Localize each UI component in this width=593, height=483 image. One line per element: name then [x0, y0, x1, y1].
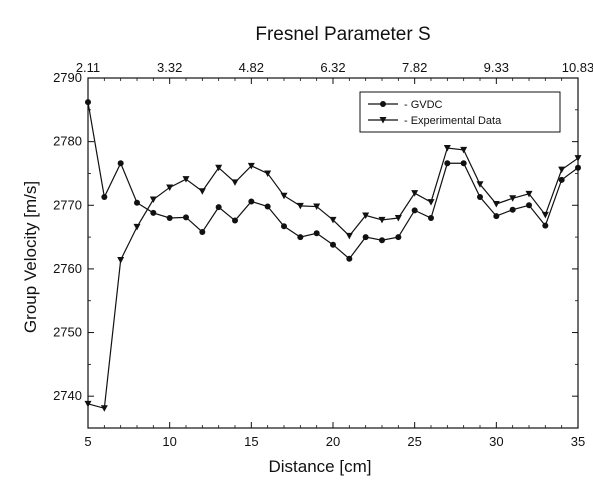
- series-1-point: [428, 215, 434, 221]
- series-2-point: [247, 162, 255, 170]
- x-tick-label: 35: [571, 434, 585, 449]
- top-tick-label: 9.33: [484, 60, 509, 75]
- series-2-point: [182, 176, 190, 183]
- series-2-point: [117, 257, 125, 264]
- series-1-point: [101, 194, 108, 200]
- series-2-point: [296, 202, 304, 210]
- top-tick-label: 3.32: [157, 60, 182, 75]
- legend-marker: [380, 101, 386, 107]
- x-axis-title: Distance [cm]: [269, 457, 372, 476]
- series-2-point: [280, 192, 288, 200]
- chart-title: Fresnel Parameter S: [255, 24, 430, 45]
- x-tick-label: 30: [489, 434, 503, 449]
- legend-marker: [379, 117, 387, 124]
- series-2-point: [394, 215, 402, 222]
- series-2-point: [100, 405, 108, 412]
- series-1-point: [346, 255, 353, 262]
- series-1-point: [460, 160, 467, 167]
- series-1-point: [117, 160, 124, 167]
- series-1-point: [395, 234, 402, 241]
- series-1-point: [542, 222, 549, 229]
- series-2-point: [231, 179, 239, 186]
- series-1-point: [150, 209, 157, 216]
- y-axis-title: Group Velocity [m/s]: [21, 181, 40, 333]
- series-1-point: [558, 176, 565, 183]
- top-tick-label: 10.83: [562, 60, 593, 75]
- series-1-point: [297, 234, 304, 241]
- series-1-point: [444, 160, 451, 167]
- series-1-point: [183, 214, 189, 221]
- series-1-point: [330, 241, 336, 248]
- y-tick-label: 2740: [53, 388, 82, 403]
- series-line-2: [87, 147, 579, 410]
- x-tick-label: 15: [244, 434, 258, 449]
- series-1-point: [248, 198, 255, 205]
- series-2-point: [378, 216, 386, 224]
- y-tick-label: 2760: [53, 261, 82, 276]
- series-2-point: [427, 199, 435, 206]
- top-tick-label: 7.82: [402, 60, 427, 75]
- series-2-point: [313, 203, 321, 211]
- series-2-point: [84, 400, 92, 408]
- legend-label: - Experimental Data: [404, 115, 502, 127]
- series-1-point: [215, 204, 222, 211]
- series-2-point: [509, 195, 517, 202]
- series-1-point: [232, 217, 238, 224]
- legend-box: [359, 91, 561, 133]
- series-2-point: [541, 211, 549, 219]
- series-1-point: [526, 202, 532, 209]
- series-1-point: [411, 207, 418, 214]
- top-tick-label: 6.32: [320, 60, 345, 75]
- plot-area: 5 10 15 20 25 30 35 2.11 3.32 4.82 6.32 7.82 9.33 10.…: [53, 60, 593, 449]
- y-tick-label: 2780: [53, 134, 82, 149]
- series-2-point: [215, 164, 223, 172]
- series-1-point: [166, 215, 173, 221]
- series-1-point: [477, 194, 483, 200]
- x-tick-label: 10: [162, 434, 176, 449]
- series-2-point: [362, 212, 370, 219]
- top-tick-label: 2.11: [76, 60, 100, 75]
- x-tick-label: 20: [326, 434, 340, 449]
- series-2-point: [133, 223, 141, 231]
- series-1-point: [281, 223, 287, 230]
- series-2-point: [558, 166, 566, 174]
- legend-label: - GVDC: [404, 99, 443, 111]
- series-1-point: [313, 230, 320, 237]
- series-1-point: [362, 234, 369, 241]
- series-2-point: [198, 188, 206, 195]
- series-2-point: [345, 232, 353, 240]
- series-1-point: [199, 229, 206, 235]
- series-1-point: [379, 237, 385, 244]
- series-1-point: [493, 213, 500, 220]
- top-tick-label: 4.82: [239, 60, 264, 75]
- series-1-point: [575, 164, 581, 171]
- x-tick-label: 25: [407, 434, 421, 449]
- series-2-point: [264, 170, 272, 177]
- series-1-point: [134, 199, 140, 206]
- series-2-point: [460, 146, 468, 154]
- series-2-point: [166, 184, 174, 191]
- x-tick-label: 5: [84, 434, 91, 449]
- series-1-point: [509, 206, 516, 213]
- series-2-point: [525, 190, 533, 198]
- series-2-point: [329, 216, 337, 224]
- series-2-point: [476, 181, 484, 188]
- series-2-point: [411, 190, 419, 197]
- series-2-point: [574, 155, 582, 162]
- series-2-point: [443, 145, 451, 152]
- y-tick-label: 2790: [53, 70, 82, 85]
- series-1-point: [264, 203, 271, 210]
- series-2-point: [492, 201, 500, 208]
- y-tick-label: 2770: [53, 197, 82, 212]
- series-2-point: [149, 196, 157, 204]
- series-1-point: [85, 99, 91, 106]
- y-tick-label: 2750: [53, 325, 82, 340]
